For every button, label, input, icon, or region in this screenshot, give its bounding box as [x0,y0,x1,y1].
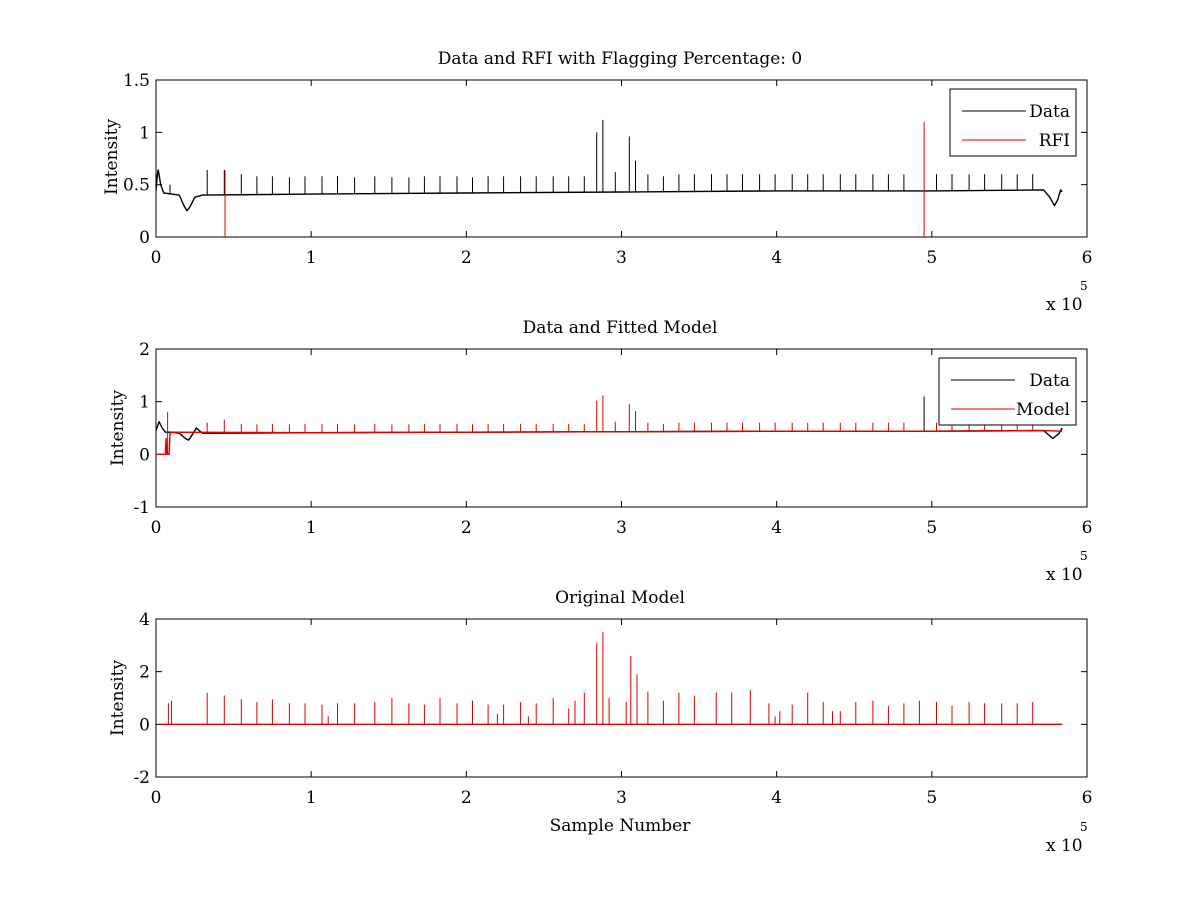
y-tick-label: -2 [133,768,150,788]
panel-3-ylabel: Intensity [108,660,128,736]
x-tick-label: 5 [926,518,937,538]
panel-3-x-multiplier: x 10 5 [1046,820,1088,856]
plot-area [159,632,1063,725]
plot-area [156,395,1063,455]
legend: Data RFI [949,88,1077,157]
x-tick-label: 5 [926,248,937,268]
plot-area [156,119,1063,237]
x-multiplier-exponent: 5 [1080,820,1088,834]
y-tick-label: 1 [139,123,150,143]
y-tick-label: 0 [139,228,150,248]
x-tick-label: 0 [151,788,162,808]
x-tick-label: 3 [616,248,627,268]
y-tick-label: 2 [139,340,150,360]
panel-2-x-multiplier: x 10 5 [1046,549,1088,585]
panel-2-title: Data and Fitted Model [523,318,718,338]
panel-1-x-multiplier: x 10 5 [1046,279,1088,315]
y-tick-label: 2 [139,663,150,683]
panel-2-ylabel: Intensity [108,390,128,466]
y-tick-label: 4 [139,610,150,630]
x-multiplier-base: x 10 [1046,836,1083,856]
x-tick-label: 6 [1082,788,1093,808]
y-tick-label: 0 [139,445,150,465]
x-tick-label: 5 [926,788,937,808]
y-tick-label: 1.5 [123,71,150,91]
x-tick-label: 3 [616,788,627,808]
x-tick-label: 2 [461,248,472,268]
x-tick-label: 0 [151,518,162,538]
legend-label: Data [1029,102,1070,122]
y-tick-label: 1 [139,393,150,413]
panel-1: Data and RFI with Flagging Percentage: 0… [102,49,1092,315]
x-tick-label: 6 [1082,518,1093,538]
x-tick-label: 2 [461,518,472,538]
x-tick-label: 4 [771,518,782,538]
x-multiplier-exponent: 5 [1080,549,1088,563]
panel-1-plot: 0 1 2 3 4 5 6 0 0.5 1 1.5 Data RFI [123,71,1092,268]
panel-3-title: Original Model [555,588,685,608]
x-multiplier-exponent: 5 [1080,279,1088,293]
x-tick-label: 2 [461,788,472,808]
x-tick-label: 1 [306,248,317,268]
legend-label: RFI [1039,131,1070,151]
legend-label: Model [1016,400,1070,420]
panel-1-ylabel: Intensity [102,119,122,195]
x-tick-label: 4 [771,788,782,808]
x-tick-label: 0 [151,248,162,268]
legend-box [949,88,1077,157]
series-data-line [156,169,1063,212]
x-tick-label: 1 [306,518,317,538]
x-tick-label: 4 [771,248,782,268]
panel-3-xlabel: Sample Number [550,816,692,836]
x-tick-label: 1 [306,788,317,808]
legend: Data Model [938,357,1077,426]
x-tick-label: 6 [1082,248,1093,268]
x-tick-label: 3 [616,518,627,538]
panel-1-title: Data and RFI with Flagging Percentage: 0 [438,49,802,69]
legend-box [938,357,1077,426]
y-tick-label: 0 [139,715,150,735]
x-multiplier-base: x 10 [1046,295,1083,315]
y-tick-label: 0.5 [123,176,150,196]
x-multiplier-base: x 10 [1046,565,1083,585]
y-tick-label: -1 [133,498,150,518]
panel-2: Data and Fitted Model 0 1 2 3 4 5 6-1012DataMo… [108,318,1092,585]
legend-label: Data [1029,371,1070,391]
